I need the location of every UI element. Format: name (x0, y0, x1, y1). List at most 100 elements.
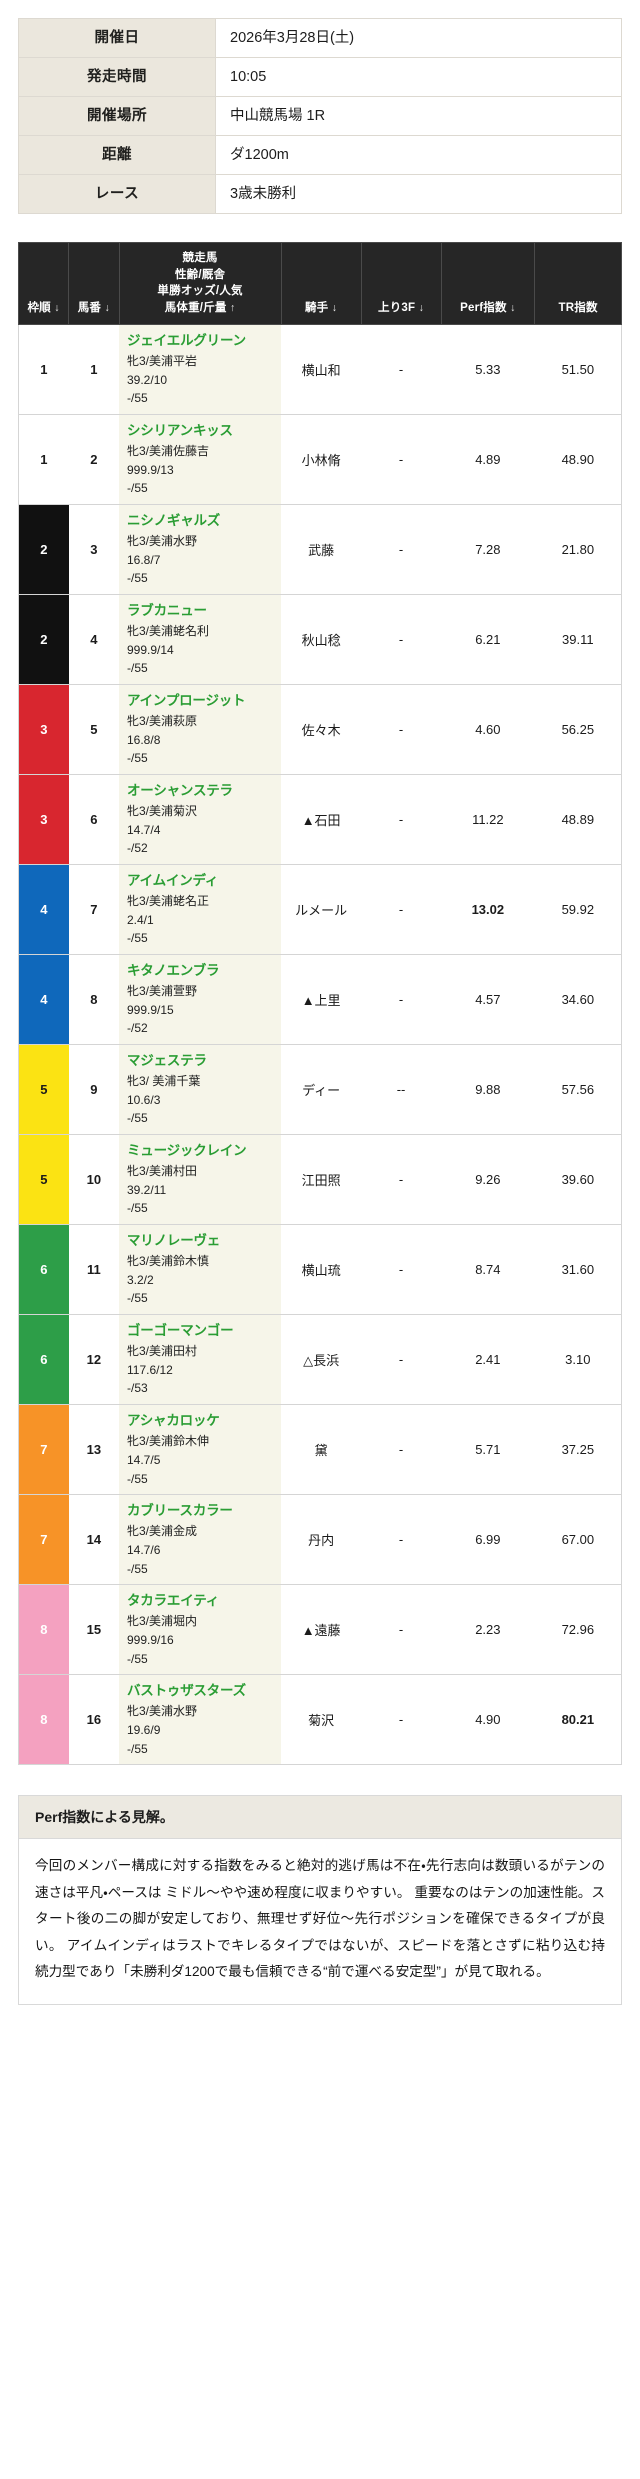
table-row[interactable]: 5 9 マジェステラ 牝3/ 美浦千葉 10.6/3 -/55 ディー -- 9.88 57.56 (17, 1043, 622, 1135)
race-info-row: 開催日 2026年3月28日(土) (18, 18, 622, 58)
horse-meta2: 14.7/4 (127, 822, 161, 837)
horse-meta1: 牝3/美浦鈴木伸 (127, 1434, 210, 1449)
horse-info-cell[interactable]: アイムインディ 牝3/美浦蛯名正 2.4/1 -/55 (119, 863, 282, 955)
horse-name-link[interactable]: ニシノギャルズ (127, 512, 221, 528)
sort-arrow-up-icon[interactable]: ↑ (230, 302, 236, 315)
sort-arrow-down-icon[interactable]: ↓ (104, 302, 110, 315)
jockey-cell[interactable]: 江田照 (281, 1133, 362, 1226)
column-header-horse[interactable]: 競走馬 性齢/厩舎 単勝オッズ/人気 馬体重/斤量 ↑ (118, 242, 282, 325)
column-header-waku[interactable]: 枠順 ↓ (17, 242, 70, 325)
waku-number-cell: 8 (17, 1584, 69, 1676)
jockey-cell[interactable]: 佐々木 (281, 683, 362, 775)
jockey-cell[interactable]: △長浜 (281, 1314, 362, 1406)
jockey-cell[interactable]: 黛 (281, 1404, 362, 1496)
table-row[interactable]: 7 13 アシャカロッケ 牝3/美浦鈴木伸 14.7/5 -/55 黛 -5.71 37.25 (17, 1404, 622, 1496)
horse-info-cell[interactable]: カブリースカラー 牝3/美浦金成 14.7/6 -/55 (119, 1494, 282, 1586)
column-header-umaban-label: 馬番 (77, 302, 102, 315)
agari3f-cell: - (361, 1404, 442, 1496)
table-row[interactable]: 2 4 ラブカニュー 牝3/美浦蛯名利 999.9/14 -/55 秋山稔 -6.21 39.1… (17, 593, 622, 685)
horse-meta3: -/55 (127, 931, 148, 946)
horse-info-cell[interactable]: アインプロージット 牝3/美浦萩原 16.8/8 -/55 (119, 683, 282, 775)
perf-index-cell: 8.74 (441, 1223, 535, 1316)
table-row[interactable]: 1 1 ジェイエルグリーン 牝3/美浦平岩 39.2/10 -/55 横山和 -5.33 51.… (17, 323, 622, 415)
table-row[interactable]: 8 16 バストゥザスターズ 牝3/美浦水野 19.6/9 -/55 菊沢 -4.90 80.2… (17, 1674, 622, 1766)
sort-arrow-down-icon[interactable]: ↓ (510, 302, 516, 315)
table-row[interactable]: 7 14 カブリースカラー 牝3/美浦金成 14.7/6 -/55 丹内 -6.99 67.00 (17, 1494, 622, 1586)
race-info-label-venue: 開催場所 (18, 96, 216, 136)
umaban-number-cell: 3 (68, 503, 119, 595)
table-row[interactable]: 3 5 アインプロージット 牝3/美浦萩原 16.8/8 -/55 佐々木 -4.60 56.2… (17, 683, 622, 775)
horse-name-link[interactable]: ラブカニュー (127, 602, 207, 618)
jockey-cell[interactable]: ディー (281, 1043, 362, 1135)
horse-info-cell[interactable]: バストゥザスターズ 牝3/美浦水野 19.6/9 -/55 (119, 1674, 282, 1766)
sort-arrow-down-icon[interactable]: ↓ (54, 302, 60, 315)
horse-meta3: -/55 (127, 1651, 148, 1666)
horse-info-cell[interactable]: キタノエンブラ 牝3/美浦萱野 999.9/15 -/52 (119, 953, 282, 1045)
table-row[interactable]: 4 8 キタノエンブラ 牝3/美浦萱野 999.9/15 -/52 ▲上里 -4.57 34.6… (17, 953, 622, 1045)
horse-name-link[interactable]: アイムインディ (127, 872, 219, 888)
horse-name-link[interactable]: マジェステラ (127, 1052, 207, 1068)
horse-info-cell[interactable]: ミュージックレイン 牝3/美浦村田 39.2/11 -/55 (119, 1133, 282, 1226)
horse-name-link[interactable]: ゴーゴーマンゴー (127, 1323, 234, 1339)
jockey-cell[interactable]: 武藤 (281, 503, 362, 595)
perf-index-cell: 9.26 (441, 1133, 535, 1226)
horse-info-cell[interactable]: ジェイエルグリーン 牝3/美浦平岩 39.2/10 -/55 (119, 323, 282, 415)
horse-info-cell[interactable]: オーシャンステラ 牝3/美浦菊沢 14.7/4 -/52 (119, 773, 282, 865)
jockey-cell[interactable]: ▲上里 (281, 953, 362, 1045)
jockey-cell[interactable]: ▲石田 (281, 773, 362, 865)
waku-number-cell: 4 (17, 863, 69, 955)
horse-info-cell[interactable]: マリノレーヴェ 牝3/美浦鈴木慎 3.2/2 -/55 (119, 1223, 282, 1316)
column-header-perf[interactable]: Perf指数 ↓ (440, 242, 536, 325)
table-row[interactable]: 1 2 シシリアンキッス 牝3/美浦佐藤吉 999.9/13 -/55 小林脩 -4.89 48… (17, 413, 622, 505)
column-header-jockey[interactable]: 騎手 ↓ (280, 242, 362, 325)
table-row[interactable]: 8 15 タカラエイティ 牝3/美浦堀内 999.9/16 -/55 ▲遠藤 -2.23 72.… (17, 1584, 622, 1676)
horse-info-cell[interactable]: タカラエイティ 牝3/美浦堀内 999.9/16 -/55 (119, 1584, 282, 1676)
table-row[interactable]: 4 7 アイムインディ 牝3/美浦蛯名正 2.4/1 -/55 ルメール -13.02 59.9… (17, 863, 622, 955)
umaban-number-cell: 10 (68, 1133, 119, 1226)
horse-meta2: 14.7/5 (127, 1452, 161, 1467)
race-info-table: 開催日 2026年3月28日(土) 発走時間 10:05 開催場所 中山競馬場 … (18, 18, 622, 214)
horse-name-link[interactable]: タカラエイティ (127, 1593, 220, 1609)
table-row[interactable]: 2 3 ニシノギャルズ 牝3/美浦水野 16.8/7 -/55 武藤 -7.28 21.80 (17, 503, 622, 595)
jockey-cell[interactable]: 横山琉 (281, 1223, 362, 1316)
horse-name-link[interactable]: カブリースカラー (127, 1503, 233, 1519)
horse-name-link[interactable]: シシリアンキッス (127, 422, 233, 438)
horse-info-cell[interactable]: シシリアンキッス 牝3/美浦佐藤吉 999.9/13 -/55 (119, 413, 282, 505)
horse-info-cell[interactable]: ニシノギャルズ 牝3/美浦水野 16.8/7 -/55 (119, 503, 282, 595)
column-header-agari3f[interactable]: 上り3F ↓ (360, 242, 442, 325)
column-header-tr[interactable]: TR指数 (534, 242, 622, 325)
jockey-cell[interactable]: 秋山稔 (281, 593, 362, 685)
horse-meta3: -/55 (127, 661, 148, 676)
horse-name-link[interactable]: ジェイエルグリーン (127, 332, 246, 348)
sort-arrow-down-icon[interactable]: ↓ (331, 302, 338, 315)
jockey-cell[interactable]: ルメール (281, 863, 362, 955)
table-row[interactable]: 6 11 マリノレーヴェ 牝3/美浦鈴木慎 3.2/2 -/55 横山琉 -8.74 31.60 (17, 1223, 622, 1316)
horse-name-link[interactable]: アシャカロッケ (127, 1413, 220, 1429)
jockey-cell[interactable]: 小林脩 (281, 413, 362, 505)
tr-index-cell: 59.92 (534, 863, 622, 955)
horse-info-cell[interactable]: マジェステラ 牝3/ 美浦千葉 10.6/3 -/55 (119, 1043, 282, 1135)
horse-info-cell[interactable]: ラブカニュー 牝3/美浦蛯名利 999.9/14 -/55 (119, 593, 282, 685)
table-row[interactable]: 5 10 ミュージックレイン 牝3/美浦村田 39.2/11 -/55 江田照 -9.26 39… (17, 1133, 622, 1226)
table-row[interactable]: 6 12 ゴーゴーマンゴー 牝3/美浦田村 117.6/12 -/53 △長浜 -2.41 3.… (17, 1314, 622, 1406)
waku-number-cell: 2 (17, 503, 69, 595)
column-header-umaban[interactable]: 馬番 ↓ (68, 242, 120, 325)
horse-meta2: 999.9/15 (127, 1002, 174, 1017)
horse-name-link[interactable]: マリノレーヴェ (127, 1233, 221, 1248)
horse-name-link[interactable]: オーシャンステラ (127, 782, 233, 798)
agari3f-cell: - (361, 863, 442, 955)
horse-name-link[interactable]: バストゥザスターズ (127, 1683, 246, 1699)
jockey-cell[interactable]: ▲遠藤 (281, 1584, 362, 1676)
horse-name-link[interactable]: ミュージックレイン (127, 1142, 247, 1158)
perf-index-cell: 5.33 (441, 323, 535, 415)
horse-name-link[interactable]: キタノエンブラ (127, 962, 220, 978)
table-row[interactable]: 3 6 オーシャンステラ 牝3/美浦菊沢 14.7/4 -/52 ▲石田 -11.22 48.8… (17, 773, 622, 865)
sort-arrow-down-icon[interactable]: ↓ (418, 302, 425, 315)
waku-number-cell: 1 (17, 323, 69, 415)
horse-name-link[interactable]: アインプロージット (127, 692, 246, 708)
horse-info-cell[interactable]: ゴーゴーマンゴー 牝3/美浦田村 117.6/12 -/53 (119, 1314, 282, 1406)
jockey-cell[interactable]: 菊沢 (281, 1674, 362, 1766)
jockey-cell[interactable]: 丹内 (281, 1494, 362, 1586)
horse-info-cell[interactable]: アシャカロッケ 牝3/美浦鈴木伸 14.7/5 -/55 (119, 1404, 282, 1496)
jockey-cell[interactable]: 横山和 (281, 323, 362, 415)
